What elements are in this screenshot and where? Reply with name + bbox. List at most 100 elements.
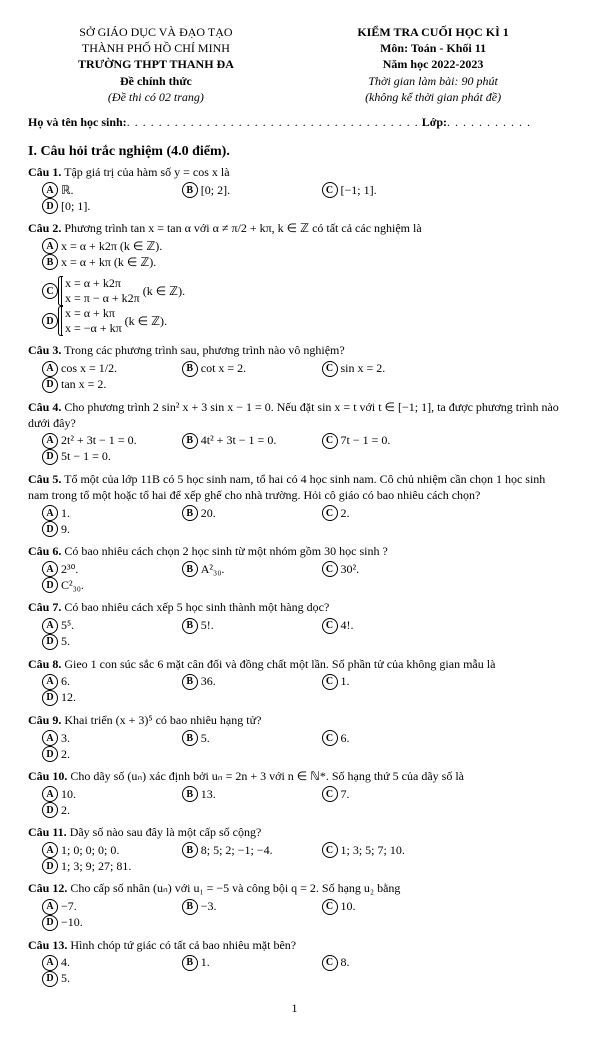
q1-opt-c[interactable]: C[−1; 1]. [322,182,452,198]
q9-opt-c[interactable]: C6. [322,730,452,746]
q6-opt-c[interactable]: C30². [322,561,452,577]
q7-d: 5. [61,634,70,649]
q4-opt-d[interactable]: D5t − 1 = 0. [42,449,172,465]
circle-d-icon: D [42,377,58,393]
header: SỞ GIÁO DỤC VÀ ĐẠO TẠO THÀNH PHỐ HỒ CHÍ … [28,24,561,105]
q12-a: −7. [61,899,77,914]
q13-opt-d[interactable]: D5. [42,971,172,987]
q6-opt-d[interactable]: DC²₃₀. [42,577,172,593]
q11-opt-c[interactable]: C1; 3; 5; 7; 10. [322,842,452,858]
q7-options: A5⁵. B5!. C4!. D5. [42,618,561,650]
q2-opt-d[interactable]: D x = α + kπ x = −α + kπ (k ∈ ℤ). [42,306,302,336]
q11-opt-a[interactable]: A1; 0; 0; 0; 0. [42,842,172,858]
q8-opt-a[interactable]: A6. [42,674,172,690]
q2-c-line2: x = π − α + k2π [65,291,140,306]
q10-d: 2. [61,803,70,818]
q4-text: Cho phương trình 2 sin² x + 3 sin x − 1 … [28,400,559,430]
q9-opt-a[interactable]: A3. [42,730,172,746]
q4-b: 4t² + 3t − 1 = 0. [201,433,277,448]
q10-opt-c[interactable]: C7. [322,786,452,802]
q10-a: 10. [61,787,76,802]
q13-opt-b[interactable]: B1. [182,955,312,971]
q12-opt-b[interactable]: B−3. [182,899,312,915]
circle-d-icon: D [42,198,58,214]
q10-opt-d[interactable]: D2. [42,802,172,818]
q6-opt-a[interactable]: A2³⁰. [42,561,172,577]
section-title-1: I. Câu hỏi trắc nghiệm (4.0 điểm). [28,144,561,160]
page-number: 1 [28,1001,561,1016]
circle-b-icon: B [182,505,198,521]
q5-d: 9. [61,522,70,537]
q3-b: cot x = 2. [201,361,246,376]
q10-opt-b[interactable]: B13. [182,786,312,802]
q3-opt-c[interactable]: Csin x = 2. [322,361,452,377]
q7-opt-d[interactable]: D5. [42,634,172,650]
circle-b-icon: B [182,674,198,690]
q12-opt-c[interactable]: C10. [322,899,452,915]
q5-opt-a[interactable]: A1. [42,505,172,521]
q3-opt-b[interactable]: Bcot x = 2. [182,361,312,377]
q5-text: Tổ một của lớp 11B có 5 học sinh nam, tổ… [28,472,545,502]
q10-opt-a[interactable]: A10. [42,786,172,802]
q9-opt-d[interactable]: D2. [42,746,172,762]
header-right: KIỂM TRA CUỐI HỌC KÌ 1 Môn: Toán - Khối … [305,24,561,105]
q3-opt-d[interactable]: Dtan x = 2. [42,377,172,393]
question-1: Câu 1. Tập giá trị của hàm số y = cos x … [28,164,561,180]
q7-opt-c[interactable]: C4!. [322,618,452,634]
q5-label: Câu 5. [28,472,61,486]
q5-opt-b[interactable]: B20. [182,505,312,521]
q1-opt-d[interactable]: D[0; 1]. [42,198,172,214]
circle-b-icon: B [182,618,198,634]
q1-opt-b[interactable]: B[0; 2]. [182,182,312,198]
q13-opt-a[interactable]: A4. [42,955,172,971]
q13-b: 1. [201,955,210,970]
circle-d-icon: D [42,802,58,818]
q3-opt-a[interactable]: Acos x = 1/2. [42,361,172,377]
circle-a-icon: A [42,674,58,690]
question-2: Câu 2. Phương trình tan x = tan α với α … [28,220,561,236]
q5-c: 2. [341,506,350,521]
question-6: Câu 6. Có bao nhiêu cách chọn 2 học sinh… [28,543,561,559]
q4-label: Câu 4. [28,400,61,414]
circle-a-icon: A [42,182,58,198]
q2-opt-a[interactable]: Ax = α + k2π (k ∈ ℤ). [42,238,302,254]
name-dots: . . . . . . . . . . . . . . . . . . . . … [127,115,419,129]
circle-c-icon: C [322,674,338,690]
circle-a-icon: A [42,433,58,449]
q4-opt-b[interactable]: B4t² + 3t − 1 = 0. [182,433,312,449]
q5-opt-c[interactable]: C2. [322,505,452,521]
q6-options: A2³⁰. BA²₃₀. C30². DC²₃₀. [42,561,561,593]
class-dots: . . . . . . . . . . . [447,115,531,129]
circle-a-icon: A [42,955,58,971]
circle-a-icon: A [42,899,58,915]
q13-opt-c[interactable]: C8. [322,955,452,971]
circle-a-icon: A [42,561,58,577]
circle-d-icon: D [42,858,58,874]
q11-opt-d[interactable]: D1; 3; 9; 27; 81. [42,858,172,874]
q12-opt-d[interactable]: D−10. [42,915,172,931]
q2-opt-b[interactable]: Bx = α + kπ (k ∈ ℤ). [42,254,302,270]
q6-text: Có bao nhiêu cách chọn 2 học sinh từ một… [64,544,387,558]
q11-opt-b[interactable]: B8; 5; 2; −1; −4. [182,842,312,858]
q12-opt-a[interactable]: A−7. [42,899,172,915]
q6-opt-b[interactable]: BA²₃₀. [182,561,312,577]
q2-opt-c[interactable]: C x = α + k2π x = π − α + k2π (k ∈ ℤ). [42,276,302,306]
q12-d: −10. [61,915,83,930]
q8-opt-b[interactable]: B36. [182,674,312,690]
q5-opt-d[interactable]: D9. [42,521,172,537]
hl-l2: THÀNH PHỐ HỒ CHÍ MINH [28,40,284,56]
q5-options: A1. B20. C2. D9. [42,505,561,537]
q4-opt-c[interactable]: C7t − 1 = 0. [322,433,452,449]
q4-opt-a[interactable]: A2t² + 3t − 1 = 0. [42,433,172,449]
q8-opt-c[interactable]: C1. [322,674,452,690]
q7-opt-b[interactable]: B5!. [182,618,312,634]
q1-opt-a[interactable]: Aℝ. [42,182,172,198]
circle-c-icon: C [322,899,338,915]
q8-opt-d[interactable]: D12. [42,690,172,706]
circle-a-icon: A [42,730,58,746]
q13-text: Hình chóp tứ giác có tất cả bao nhiêu mặ… [70,938,296,952]
q7-opt-a[interactable]: A5⁵. [42,618,172,634]
q9-opt-b[interactable]: B5. [182,730,312,746]
q11-a: 1; 0; 0; 0; 0. [61,843,119,858]
q2-a: x = α + k2π (k ∈ ℤ). [61,239,162,254]
